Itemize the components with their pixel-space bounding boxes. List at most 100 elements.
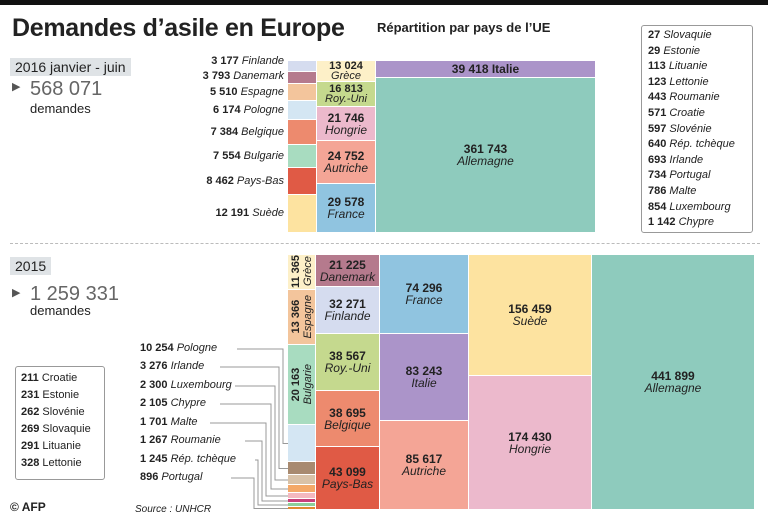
cell-name: Finlande (324, 309, 371, 323)
treemap-cell (288, 72, 317, 84)
total-2015: 1 259 331 (30, 283, 119, 305)
legend-name: Slovaquie (663, 29, 712, 41)
legend-name: Malte (669, 184, 697, 197)
legend-item: 269 Slovaquie (21, 421, 104, 438)
outside-label: 2 300 Luxembourg (140, 379, 232, 391)
legend-name: Croatie (669, 106, 705, 119)
cell-value: 896 (140, 471, 162, 483)
leader-line (220, 366, 288, 469)
cell-value: 156 459 (508, 302, 552, 316)
treemap-cell: 39 418 Italie (376, 61, 596, 78)
legend-value: 854 (648, 200, 667, 213)
legend-item: 328 Lettonie (21, 455, 104, 472)
legend-item: 27 Slovaquie (648, 28, 752, 44)
cell-value: 24 752 (327, 149, 365, 163)
cell-name: Espagne (240, 86, 284, 98)
legend-value: 123 (648, 75, 667, 88)
cell-name: Pologne (176, 342, 218, 354)
treemap-cell: 24 752 Autriche (317, 141, 376, 184)
cell-name: Grèce (301, 257, 314, 287)
leader-line (255, 459, 288, 506)
cell-value: 8 462 (206, 175, 237, 187)
outside-label: 3 276 Irlande (140, 360, 204, 372)
cell-value: 39 418 (451, 62, 489, 76)
treemap-cell (288, 145, 317, 168)
legend-value: 1 142 (648, 216, 676, 229)
legend-name: Irlande (669, 153, 704, 166)
outside-label: 5 510 Espagne (210, 86, 284, 98)
outside-label: 3 793 Danemark (203, 70, 284, 82)
treemap-cell (288, 499, 316, 503)
legend-2015: 211 Croatie 231 Estonie 262 Slovénie 269 Sl… (15, 366, 105, 480)
cell-name: Italie (411, 376, 437, 390)
leader-line (220, 403, 288, 490)
cell-name: Autriche (401, 464, 447, 478)
period-2015: 2015 (10, 257, 52, 275)
cell-name: Espagne (301, 295, 314, 339)
cell-value: 85 617 (405, 452, 443, 466)
legend-item: 291 Lituanie (21, 438, 104, 455)
divider (10, 243, 760, 244)
cell-name: Allemagne (644, 381, 702, 395)
legend-name: Lituanie (42, 440, 81, 452)
legend-2016: 27 Slovaquie 29 Estonie 113 Lituanie 123 Le… (641, 25, 753, 233)
cell-value: 7 384 (210, 126, 242, 138)
legend-item: 640 Rép. tchèque (648, 137, 752, 153)
cell-value: 74 296 (405, 281, 443, 295)
cell-value: 20 163 (289, 367, 302, 402)
treemap-cell (288, 507, 316, 510)
legend-item: 211 Croatie (21, 370, 104, 387)
treemap-cell: 29 578 France (317, 184, 376, 233)
treemap-cell (288, 475, 316, 485)
triangle-icon: ▶ (12, 81, 21, 93)
cell-name: Grèce (331, 70, 361, 82)
treemap-cell: 16 813 Roy.-Uni (317, 82, 376, 107)
leader-line (231, 477, 288, 509)
legend-item: 231 Estonie (21, 387, 104, 404)
cell-value: 174 430 (508, 429, 552, 444)
legend-value: 571 (648, 106, 667, 119)
leader-line (210, 422, 288, 497)
cell-name: Danemark (319, 269, 376, 284)
legend-value: 786 (648, 184, 667, 197)
cell-value: 29 578 (327, 195, 365, 209)
cell-value: 16 813 (329, 82, 363, 95)
page-title: Demandes d’asile en Europe (12, 14, 345, 42)
treemap-cell: 32 271 Finlande (316, 287, 380, 334)
treemap-cell (288, 503, 316, 507)
outside-label: 10 254 Pologne (140, 342, 217, 354)
legend-item: 786 Malte (648, 184, 752, 200)
cell-value: 2 300 (140, 379, 171, 391)
legend-name: Luxembourg (669, 200, 731, 213)
cell-label: 20 163 Bulgarie (290, 364, 314, 404)
cell-name: Suède (512, 314, 548, 328)
cell-name: France (405, 293, 443, 307)
cell-name: Pays-Bas (236, 175, 284, 187)
cell-name: Italie (488, 62, 520, 76)
outside-label: 1 701 Malte (140, 416, 198, 428)
cell-value: 5 510 (209, 86, 241, 98)
treemap-cell: 38 695 Belgique (316, 391, 380, 447)
treemap-cell: 174 430 Hongrie (469, 376, 592, 510)
outside-label: 896 Portugal (140, 471, 202, 483)
legend-name: Slovénie (669, 122, 712, 135)
legend-name: Roumanie (669, 91, 720, 104)
legend-value: 597 (648, 122, 667, 135)
legend-item: 123 Lettonie (648, 75, 752, 91)
source: Source : UNHCR (135, 504, 212, 515)
cell-value: 10 254 (140, 342, 177, 354)
legend-name: Estonie (42, 389, 80, 401)
treemap-cell: 21 225 Danemark (316, 255, 380, 287)
treemap-cell: 11 365 Grèce (288, 255, 316, 290)
legend-name: Croatie (41, 372, 78, 384)
treemap-cell: 13 366 Espagne (288, 290, 316, 345)
legend-name: Slovénie (42, 406, 85, 418)
legend-item: 854 Luxembourg (648, 200, 752, 216)
legend-name: Estonie (663, 44, 701, 57)
legend-value: 27 (648, 29, 661, 41)
cell-name: Bulgarie (301, 364, 314, 405)
cell-name: Roumanie (170, 434, 221, 446)
cell-name: Portugal (161, 471, 203, 483)
legend-name: Lettonie (42, 457, 82, 469)
